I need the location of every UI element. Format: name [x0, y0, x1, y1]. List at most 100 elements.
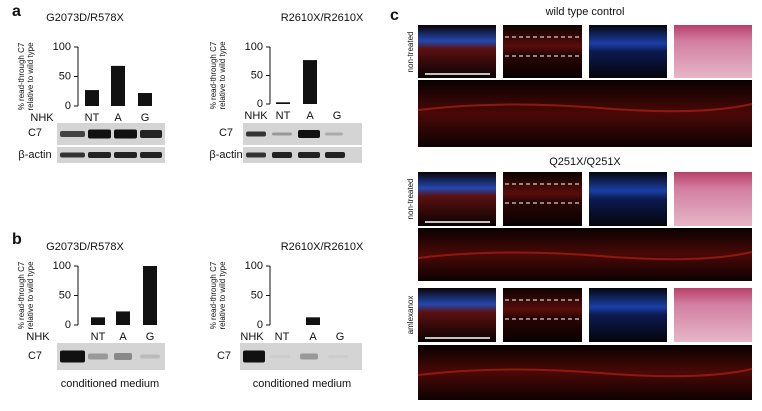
y-tick-label: 50 [251, 289, 263, 301]
blot-band [328, 355, 348, 358]
caption: conditioned medium [253, 378, 351, 390]
micrograph [503, 172, 582, 226]
chart-title: G2073D/R578X [46, 12, 124, 24]
blot-band [298, 152, 320, 158]
x-tick-label: NHK [244, 110, 268, 122]
x-tick-label: NHK [30, 112, 54, 124]
blot-band [88, 152, 111, 158]
row-label: amlexanox [406, 296, 415, 335]
micrograph [589, 172, 667, 226]
micrograph [503, 25, 582, 78]
bar [303, 60, 317, 104]
panel-label: b [12, 231, 22, 248]
blot-band [243, 350, 265, 363]
bar [138, 93, 152, 106]
bar [116, 311, 130, 325]
x-tick-label: NT [91, 331, 106, 343]
y-tick-label: 100 [245, 41, 263, 53]
y-axis-label: % read-through C7 [17, 42, 26, 110]
x-tick-label: G [333, 110, 342, 122]
blot-label: C7 [217, 350, 231, 362]
blot-band [88, 129, 111, 139]
bar [85, 90, 99, 106]
blot-band [60, 350, 85, 363]
bar [306, 317, 320, 325]
bar [276, 102, 290, 104]
blot-band [246, 152, 266, 158]
y-tick-label: 100 [53, 260, 71, 272]
y-tick-label: 100 [245, 260, 263, 272]
blot-band [114, 129, 137, 139]
y-tick-label: 100 [53, 41, 71, 53]
blot-label: β-actin [209, 149, 242, 161]
x-tick-label: NT [276, 110, 291, 122]
blot-band [60, 152, 85, 158]
x-tick-label: NHK [240, 331, 264, 343]
chart-title: R2610X/R2610X [281, 241, 364, 253]
y-axis-label: relative to wild type [26, 42, 35, 111]
y-axis-label: % read-through C7 [17, 261, 26, 329]
blot-band [140, 130, 162, 138]
micrograph [674, 288, 752, 342]
panel-label: a [12, 3, 21, 20]
micrograph [674, 172, 752, 226]
x-tick-label: NT [85, 112, 100, 124]
blot-band [114, 152, 137, 158]
blot-label: β-actin [18, 149, 51, 161]
y-axis-label: % read-through C7 [209, 41, 218, 109]
y-tick-label: 0 [65, 100, 71, 112]
bar [143, 266, 157, 325]
row-label: non-treated [406, 179, 415, 220]
y-axis-label: relative to wild type [218, 41, 227, 110]
blot-band [88, 353, 108, 360]
micrograph [589, 25, 667, 78]
micrograph [418, 25, 496, 78]
blot-band [270, 355, 290, 358]
tissue-edge [417, 368, 753, 378]
chart-title: R2610X/R2610X [281, 12, 364, 24]
y-tick-label: 0 [65, 319, 71, 331]
blot-band [60, 131, 85, 137]
x-tick-label: NHK [26, 331, 50, 343]
caption: conditioned medium [61, 378, 159, 390]
panel-label: c [390, 7, 399, 24]
row-label: non-treated [406, 32, 415, 73]
bar [111, 65, 125, 106]
bar [91, 317, 105, 325]
blot-band [246, 131, 266, 137]
chart-title: G2073D/R578X [46, 241, 124, 253]
y-tick-label: 50 [59, 289, 71, 301]
x-tick-label: A [114, 112, 122, 124]
blot-band [325, 152, 345, 158]
y-axis-label: % read-through C7 [209, 261, 218, 329]
micrograph [418, 80, 752, 147]
y-tick-label: 0 [257, 319, 263, 331]
y-axis-label: relative to wild type [26, 261, 35, 330]
tissue-edge [417, 251, 753, 261]
blot-label: C7 [28, 127, 42, 139]
blot-band [114, 353, 132, 360]
y-tick-label: 0 [257, 98, 263, 110]
micrograph [503, 288, 582, 342]
tissue-edge [417, 103, 753, 113]
group-title: wild type control [545, 6, 625, 18]
blot-label: C7 [219, 127, 233, 139]
blot-band [300, 353, 318, 360]
blot-band [272, 132, 292, 136]
x-tick-label: G [336, 331, 345, 343]
x-tick-label: NT [275, 331, 290, 343]
blot-band [325, 132, 343, 136]
y-tick-label: 50 [59, 70, 71, 82]
y-axis-label: relative to wild type [218, 261, 227, 330]
micrograph [418, 172, 496, 226]
micrograph [418, 288, 496, 342]
blot-band [140, 354, 160, 359]
blot-label: C7 [28, 350, 42, 362]
x-tick-label: G [141, 112, 150, 124]
blot-band [140, 152, 162, 158]
blot-band [298, 130, 320, 138]
group-title: Q251X/Q251X [549, 156, 621, 168]
x-tick-label: A [309, 331, 317, 343]
micrograph [589, 288, 667, 342]
micrograph [674, 25, 752, 78]
